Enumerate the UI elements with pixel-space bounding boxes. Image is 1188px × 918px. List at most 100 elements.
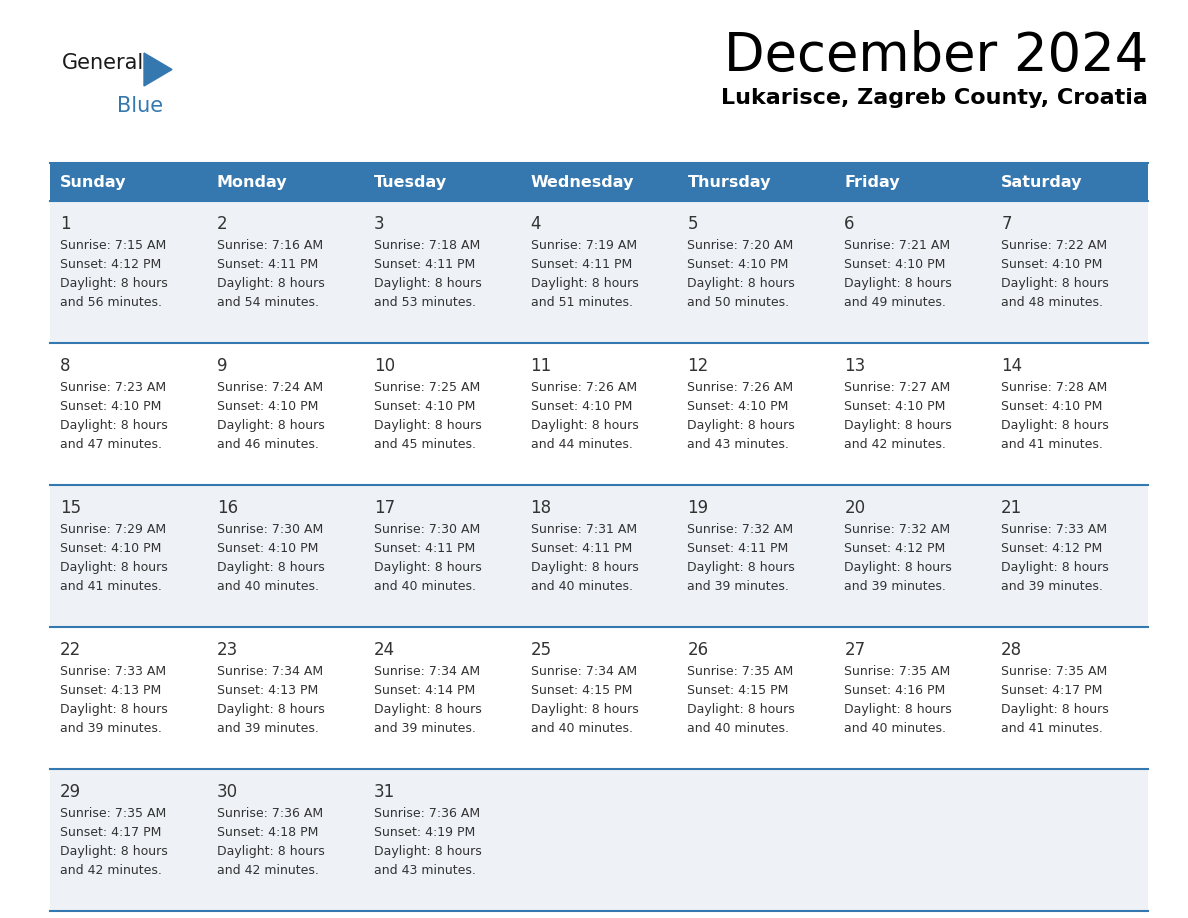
Text: Sunrise: 7:36 AM: Sunrise: 7:36 AM [374,807,480,820]
Text: Daylight: 8 hours: Daylight: 8 hours [374,561,481,574]
Text: Sunset: 4:10 PM: Sunset: 4:10 PM [845,258,946,271]
Text: 6: 6 [845,215,855,233]
Text: and 42 minutes.: and 42 minutes. [217,864,318,877]
Text: Sunrise: 7:36 AM: Sunrise: 7:36 AM [217,807,323,820]
Text: Daylight: 8 hours: Daylight: 8 hours [845,561,952,574]
Text: Daylight: 8 hours: Daylight: 8 hours [688,277,795,290]
Text: 8: 8 [61,357,70,375]
Text: Sunrise: 7:32 AM: Sunrise: 7:32 AM [688,523,794,536]
Polygon shape [677,163,834,201]
Text: Daylight: 8 hours: Daylight: 8 hours [217,845,324,858]
Text: Daylight: 8 hours: Daylight: 8 hours [217,703,324,716]
Text: Daylight: 8 hours: Daylight: 8 hours [61,845,168,858]
Text: 4: 4 [531,215,541,233]
Text: Sunrise: 7:34 AM: Sunrise: 7:34 AM [374,665,480,678]
Text: and 39 minutes.: and 39 minutes. [61,722,162,735]
Polygon shape [50,201,1148,343]
Text: General: General [62,53,144,73]
Text: Sunset: 4:14 PM: Sunset: 4:14 PM [374,684,475,697]
Text: 3: 3 [374,215,385,233]
Text: Sunset: 4:11 PM: Sunset: 4:11 PM [217,258,318,271]
Text: Sunrise: 7:24 AM: Sunrise: 7:24 AM [217,381,323,394]
Text: Sunset: 4:10 PM: Sunset: 4:10 PM [217,542,318,555]
Text: and 40 minutes.: and 40 minutes. [845,722,947,735]
Text: Sunrise: 7:34 AM: Sunrise: 7:34 AM [217,665,323,678]
Text: Sunset: 4:17 PM: Sunset: 4:17 PM [1001,684,1102,697]
Text: and 48 minutes.: and 48 minutes. [1001,296,1104,309]
Text: Blue: Blue [116,96,163,116]
Text: Sunday: Sunday [61,174,126,189]
Text: Sunset: 4:12 PM: Sunset: 4:12 PM [845,542,946,555]
Text: Sunset: 4:10 PM: Sunset: 4:10 PM [688,400,789,413]
Text: 19: 19 [688,499,708,517]
Text: and 41 minutes.: and 41 minutes. [1001,438,1102,451]
Text: Sunrise: 7:19 AM: Sunrise: 7:19 AM [531,239,637,252]
Text: Daylight: 8 hours: Daylight: 8 hours [845,703,952,716]
Text: 5: 5 [688,215,697,233]
Text: Daylight: 8 hours: Daylight: 8 hours [845,277,952,290]
Text: Sunrise: 7:26 AM: Sunrise: 7:26 AM [531,381,637,394]
Text: Sunset: 4:12 PM: Sunset: 4:12 PM [1001,542,1102,555]
Text: Sunset: 4:11 PM: Sunset: 4:11 PM [374,258,475,271]
Text: Sunrise: 7:35 AM: Sunrise: 7:35 AM [61,807,166,820]
Text: Daylight: 8 hours: Daylight: 8 hours [845,419,952,432]
Text: and 44 minutes.: and 44 minutes. [531,438,632,451]
Text: and 53 minutes.: and 53 minutes. [374,296,475,309]
Text: Sunrise: 7:27 AM: Sunrise: 7:27 AM [845,381,950,394]
Text: Sunset: 4:13 PM: Sunset: 4:13 PM [61,684,162,697]
Text: Friday: Friday [845,174,901,189]
Text: Daylight: 8 hours: Daylight: 8 hours [61,561,168,574]
Text: and 41 minutes.: and 41 minutes. [1001,722,1102,735]
Text: Sunset: 4:11 PM: Sunset: 4:11 PM [374,542,475,555]
Polygon shape [834,163,991,201]
Text: and 40 minutes.: and 40 minutes. [688,722,790,735]
Text: 22: 22 [61,641,81,659]
Text: Sunset: 4:10 PM: Sunset: 4:10 PM [61,400,162,413]
Text: Sunset: 4:10 PM: Sunset: 4:10 PM [61,542,162,555]
Text: Sunset: 4:10 PM: Sunset: 4:10 PM [688,258,789,271]
Text: 26: 26 [688,641,708,659]
Text: Daylight: 8 hours: Daylight: 8 hours [1001,277,1108,290]
Text: and 43 minutes.: and 43 minutes. [374,864,475,877]
Text: and 39 minutes.: and 39 minutes. [1001,580,1102,593]
Text: and 49 minutes.: and 49 minutes. [845,296,946,309]
Text: Sunrise: 7:15 AM: Sunrise: 7:15 AM [61,239,166,252]
Text: Tuesday: Tuesday [374,174,447,189]
Text: Sunset: 4:17 PM: Sunset: 4:17 PM [61,826,162,839]
Text: Daylight: 8 hours: Daylight: 8 hours [531,419,638,432]
Text: 13: 13 [845,357,866,375]
Text: Sunset: 4:11 PM: Sunset: 4:11 PM [531,542,632,555]
Polygon shape [50,769,1148,911]
Polygon shape [50,343,1148,485]
Text: Sunset: 4:12 PM: Sunset: 4:12 PM [61,258,162,271]
Text: Sunset: 4:15 PM: Sunset: 4:15 PM [531,684,632,697]
Text: 25: 25 [531,641,551,659]
Text: Sunrise: 7:22 AM: Sunrise: 7:22 AM [1001,239,1107,252]
Text: 27: 27 [845,641,865,659]
Text: Daylight: 8 hours: Daylight: 8 hours [374,277,481,290]
Text: Sunrise: 7:35 AM: Sunrise: 7:35 AM [1001,665,1107,678]
Text: 20: 20 [845,499,865,517]
Text: Sunset: 4:19 PM: Sunset: 4:19 PM [374,826,475,839]
Text: and 41 minutes.: and 41 minutes. [61,580,162,593]
Text: Sunrise: 7:18 AM: Sunrise: 7:18 AM [374,239,480,252]
Text: Sunset: 4:18 PM: Sunset: 4:18 PM [217,826,318,839]
Text: and 46 minutes.: and 46 minutes. [217,438,318,451]
Text: 1: 1 [61,215,70,233]
Text: Daylight: 8 hours: Daylight: 8 hours [1001,703,1108,716]
Polygon shape [520,163,677,201]
Text: Sunrise: 7:28 AM: Sunrise: 7:28 AM [1001,381,1107,394]
Text: 21: 21 [1001,499,1023,517]
Text: Sunset: 4:10 PM: Sunset: 4:10 PM [845,400,946,413]
Text: 31: 31 [374,783,394,801]
Text: December 2024: December 2024 [723,30,1148,82]
Text: Daylight: 8 hours: Daylight: 8 hours [217,419,324,432]
Text: Sunrise: 7:29 AM: Sunrise: 7:29 AM [61,523,166,536]
Polygon shape [50,163,207,201]
Text: Daylight: 8 hours: Daylight: 8 hours [688,561,795,574]
Text: Lukarisce, Zagreb County, Croatia: Lukarisce, Zagreb County, Croatia [721,88,1148,108]
Text: Daylight: 8 hours: Daylight: 8 hours [531,703,638,716]
Text: 12: 12 [688,357,709,375]
Text: 18: 18 [531,499,551,517]
Text: 23: 23 [217,641,238,659]
